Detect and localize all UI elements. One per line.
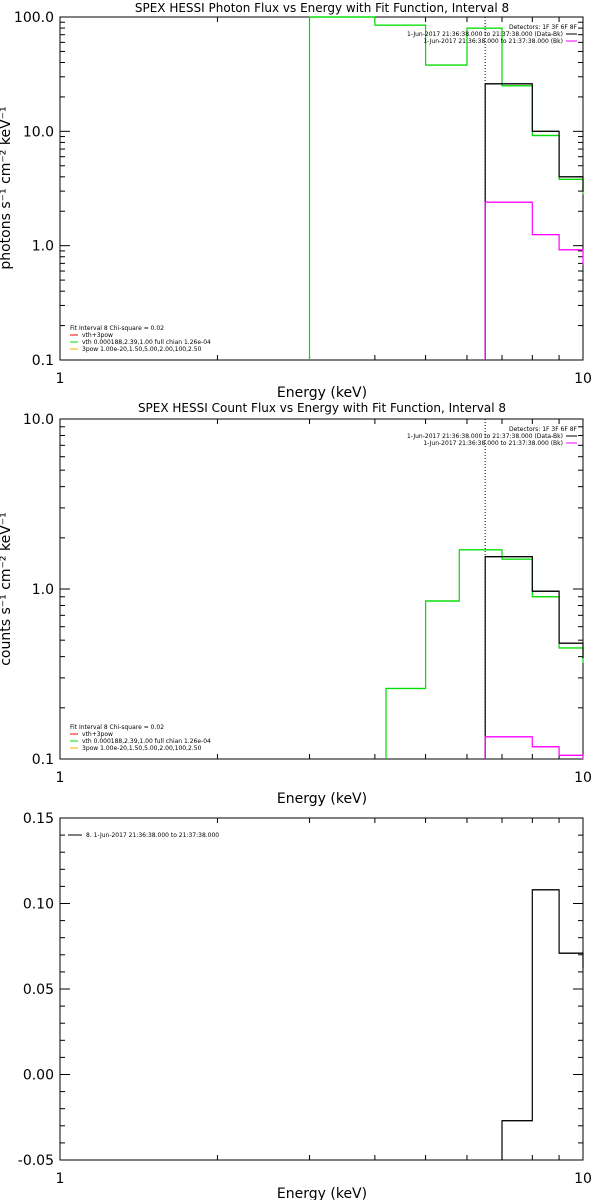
legend-header: Detectors: 1F 3F 6F 8F — [509, 24, 578, 31]
legend-entry: 1-Jun-2017 21:36:38.000 to 21:37:38.000 … — [423, 440, 563, 447]
series-line-vth — [385, 549, 584, 759]
y-axis-label: counts s⁻¹ cm⁻² keV⁻¹ — [0, 512, 14, 666]
y-tick-label: -0.05 — [18, 1153, 54, 1169]
series-line-data — [501, 889, 584, 1160]
plot-frame — [59, 418, 584, 760]
x-tick-label: 10 — [574, 770, 592, 786]
x-axis-label: Energy (keV) — [277, 385, 367, 401]
x-tick-label: 1 — [56, 1171, 65, 1187]
y-tick-label: 10.0 — [23, 412, 54, 428]
x-tick-label: 1 — [56, 770, 65, 786]
count-flux-panel: SPEX HESSI Count Flux vs Energy with Fit… — [0, 401, 592, 807]
y-tick-label: 1.0 — [32, 239, 54, 255]
series-line-data — [484, 556, 584, 759]
series-line-vth — [308, 16, 584, 360]
residual-panel: Energy (keV) 1 10 -0.05 0.00 0.05 0.10 0.15 8. … — [18, 811, 592, 1202]
y-tick-label: 0.10 — [23, 897, 54, 913]
y-tick-label: 0.1 — [32, 353, 54, 369]
fit-legend-entry: vth+3pow — [82, 332, 113, 339]
y-tick-label: 0.15 — [23, 811, 54, 827]
y-axis-label: photons s⁻¹ cm⁻² keV⁻¹ — [0, 106, 14, 269]
fit-legend-entry: vth 0.000188,2.39,1.00 full chian 1.26e-… — [82, 339, 211, 346]
fit-legend-entry: 3pow 1.00e-20,1.50,5.00,2.00,100,2.50 — [82, 346, 202, 353]
panel-title: SPEX HESSI Count Flux vs Energy with Fit… — [138, 401, 506, 415]
x-axis-label: Energy (keV) — [277, 1186, 367, 1200]
x-axis-label: Energy (keV) — [277, 791, 367, 807]
x-tick-label: 1 — [56, 371, 65, 387]
fit-legend-entry: vth 0.000188,2.39,1.00 full chian 1.26e-… — [82, 738, 211, 745]
y-tick-label: 1.0 — [32, 582, 54, 598]
y-tick-label: 0.1 — [32, 752, 54, 768]
x-tick-label: 10 — [574, 1171, 592, 1187]
series-line-bk — [484, 201, 584, 360]
y-tick-label: 0.05 — [23, 982, 54, 998]
legend-entry: 1-Jun-2017 21:36:38.000 to 21:37:38.000 … — [407, 433, 563, 440]
fit-legend-entry: 3pow 1.00e-20,1.50,5.00,2.00,100,2.50 — [82, 745, 202, 752]
legend-entry: 1-Jun-2017 21:36:38.000 to 21:37:38.000 … — [407, 31, 563, 38]
y-tick-label: 100.0 — [14, 10, 54, 26]
y-tick-label: 0.00 — [23, 1068, 54, 1084]
plot-frame — [59, 817, 584, 1161]
x-tick-label: 10 — [574, 371, 592, 387]
fit-legend-header: Fit Interval 8 Chi-square = 0.02 — [70, 325, 164, 332]
fit-legend-header: Fit Interval 8 Chi-square = 0.02 — [70, 724, 164, 731]
legend-header: Detectors: 1F 3F 6F 8F — [509, 426, 578, 433]
panel-title: SPEX HESSI Photon Flux vs Energy with Fi… — [135, 1, 509, 15]
legend-entry: 1-Jun-2017 21:36:38.000 to 21:37:38.000 … — [423, 38, 563, 45]
plot-frame — [59, 16, 584, 361]
legend-entry: 8. 1-Jun-2017 21:36:38.000 to 21:37:38.0… — [86, 832, 219, 839]
y-tick-label: 10.0 — [23, 124, 54, 140]
series-line-data — [484, 83, 584, 360]
photon-flux-panel: SPEX HESSI Photon Flux vs Energy with Fi… — [0, 1, 592, 401]
fit-legend-entry: vth+3pow — [82, 731, 113, 738]
